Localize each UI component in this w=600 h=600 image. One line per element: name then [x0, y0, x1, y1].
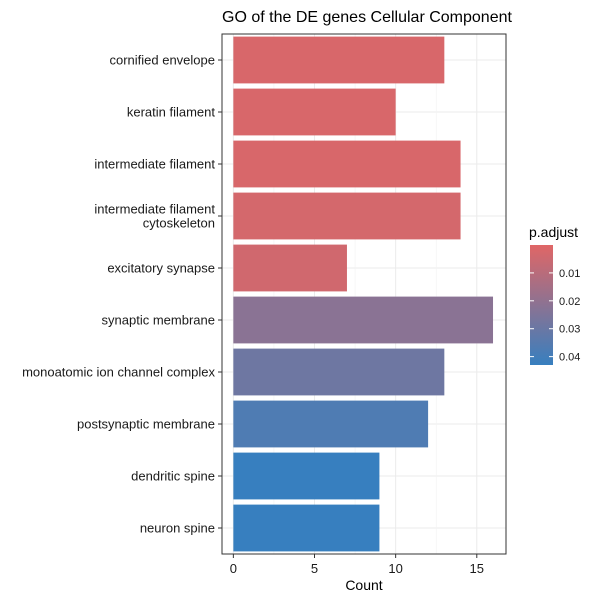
x-tick-label: 5 [311, 561, 318, 576]
bar [233, 140, 461, 188]
y-tick-label: neuron spine [140, 521, 215, 536]
bar [233, 192, 461, 240]
legend-tick-label: 0.02 [559, 296, 580, 308]
y-tick-label: excitatory synapse [107, 261, 215, 276]
y-tick-label: intermediate filament cytoskeleton [94, 202, 215, 231]
x-axis-label: Count [345, 577, 382, 593]
bar [233, 452, 380, 500]
y-tick-label: intermediate filament [94, 157, 215, 172]
bars [221, 33, 507, 555]
bar [233, 348, 445, 396]
legend-tick-label: 0.03 [559, 324, 580, 336]
legend-tick-label: 0.04 [559, 352, 580, 364]
bar [233, 504, 380, 552]
bar [233, 400, 429, 448]
x-tick-label: 0 [230, 561, 237, 576]
legend-ticks: 0.01 0.02 0.03 0.04 [530, 268, 580, 364]
bar [233, 36, 445, 84]
x-tick-label: 15 [470, 561, 484, 576]
legend-colorbar [530, 245, 553, 365]
bar [233, 88, 396, 136]
y-tick-label: keratin filament [127, 105, 216, 120]
y-tick-labels: cornified envelope keratin filament interm… [22, 53, 222, 536]
bar [233, 296, 494, 344]
x-tick-label: 10 [388, 561, 402, 576]
bar [233, 244, 347, 292]
panel-border [221, 33, 507, 555]
y-tick-label: dendritic spine [131, 469, 215, 484]
legend: p.adjust 0.01 0.02 0.03 0.04 [529, 224, 580, 365]
y-tick-label: cornified envelope [109, 53, 215, 68]
y-tick-label: monoatomic ion channel complex [22, 365, 215, 380]
legend-title: p.adjust [529, 224, 578, 240]
y-tick-label: synaptic membrane [102, 313, 215, 328]
chart-title: GO of the DE genes Cellular Component [222, 9, 512, 26]
legend-tick-label: 0.01 [559, 268, 580, 280]
x-axis: 0 5 10 15 [230, 554, 484, 576]
y-tick-label: postsynaptic membrane [77, 417, 215, 432]
